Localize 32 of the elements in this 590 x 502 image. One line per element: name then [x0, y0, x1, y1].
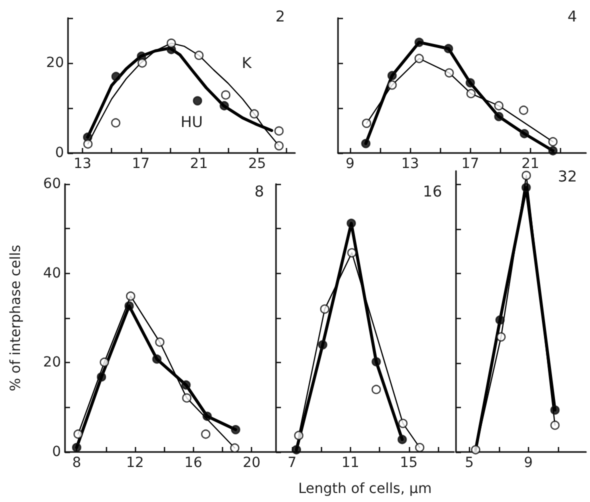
- x-tick-label: 9: [346, 156, 354, 172]
- x-tick-label: 17: [461, 156, 480, 172]
- y-tick-label: 20: [43, 354, 61, 371]
- x-tick-label: 25: [248, 156, 266, 172]
- x-tick-label: 9: [524, 455, 533, 471]
- x-tick-label: 16: [184, 455, 202, 471]
- y-tick-label: 0: [52, 444, 61, 460]
- chart-title: 16: [422, 182, 442, 200]
- chart-title: 4: [567, 8, 578, 26]
- x-tick-label: 8: [72, 455, 82, 471]
- x-tick-label: 21: [190, 156, 208, 172]
- x-axis-title: Length of cells, μm: [298, 481, 432, 497]
- chart-title: 8: [254, 182, 264, 200]
- y-tick-label: 40: [43, 265, 61, 282]
- x-tick-label: 13: [401, 156, 420, 172]
- x-tick-label: 12: [126, 455, 144, 471]
- x-tick-label: 11: [341, 455, 360, 471]
- x-tick-label: 13: [74, 156, 92, 172]
- chart-title: 32: [558, 168, 578, 186]
- x-tick-label: 7: [288, 455, 297, 471]
- x-tick-label: 21: [521, 156, 540, 172]
- y-tick-label: 60: [43, 176, 61, 192]
- x-tick-label: 20: [242, 455, 261, 471]
- x-tick-label: 5: [464, 455, 474, 471]
- y-tick-label: 20: [46, 55, 64, 71]
- x-tick-label: 15: [400, 455, 418, 471]
- series-label: HU: [180, 112, 203, 131]
- y-axis-title: % of interphase cells: [8, 244, 24, 392]
- y-tick-label: 0: [55, 145, 64, 161]
- x-tick-label: 17: [132, 156, 150, 172]
- chart-title: 2: [275, 8, 286, 26]
- series-label: K: [242, 54, 253, 72]
